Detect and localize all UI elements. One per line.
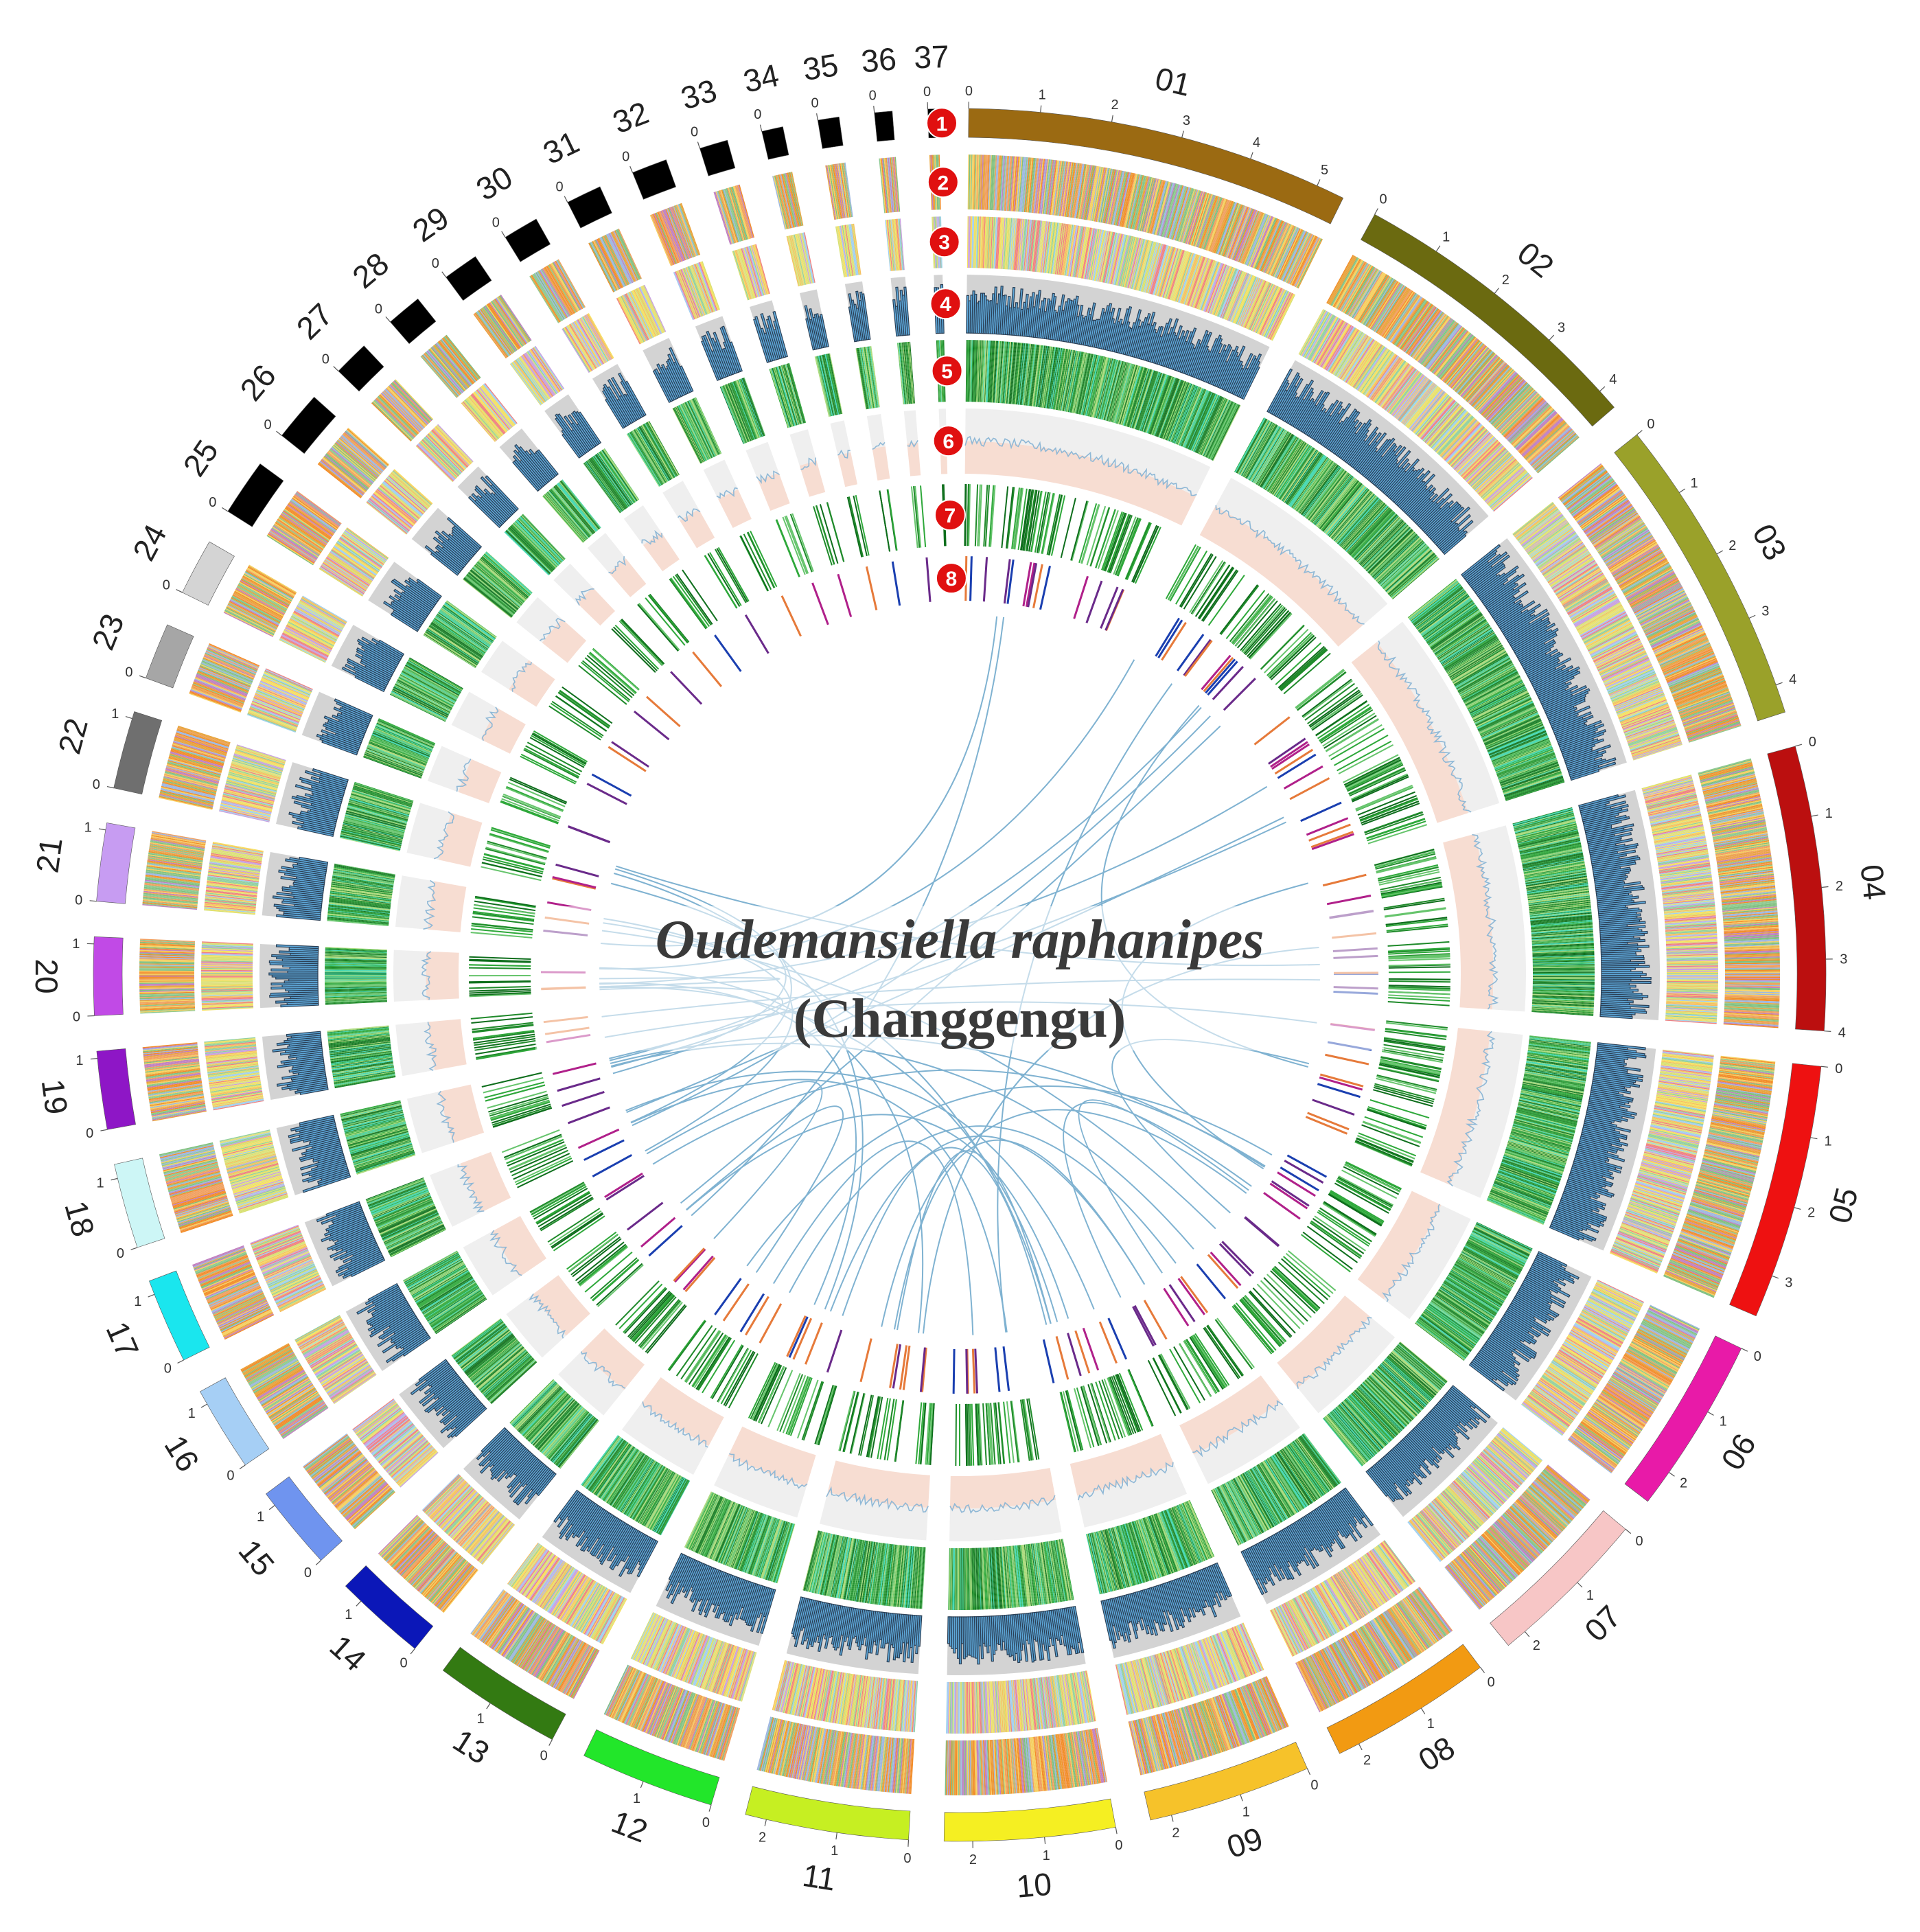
synteny-link — [611, 1044, 1194, 1250]
feature-tick — [1190, 560, 1223, 612]
stripe — [1725, 975, 1780, 976]
feature-tick — [984, 557, 986, 601]
feature-tick — [1231, 595, 1271, 643]
feature-tick — [1202, 570, 1237, 621]
feature-tick — [1386, 918, 1447, 925]
feature-tick — [1388, 1002, 1450, 1006]
feature-tick — [1389, 981, 1450, 982]
feature-tick — [1204, 658, 1233, 691]
feature-tick — [1280, 648, 1326, 689]
synteny-link — [747, 1086, 1272, 1266]
feature-tick — [1185, 641, 1212, 676]
feature-tick — [1221, 586, 1259, 634]
track-7-features — [1374, 849, 1450, 1006]
feature-tick — [1388, 942, 1450, 946]
stripe — [1725, 976, 1780, 977]
feature-tick — [1339, 745, 1393, 774]
feature-tick — [1041, 566, 1050, 609]
feature-tick — [1383, 899, 1444, 908]
feature-tick — [1301, 803, 1341, 821]
feature-tick — [1135, 527, 1161, 584]
feature-tick — [971, 556, 972, 601]
stripe — [1667, 976, 1718, 978]
feature-tick — [1327, 895, 1371, 904]
stripe — [1667, 975, 1718, 976]
feature-tick — [1205, 659, 1235, 693]
feature-tick — [1199, 567, 1233, 619]
feature-tick — [1384, 900, 1445, 910]
feature-tick — [1270, 636, 1315, 678]
synteny-link — [686, 1114, 1068, 1318]
gene-bin — [1533, 974, 1595, 975]
synteny-link — [1063, 1103, 1251, 1298]
feature-tick — [1389, 972, 1450, 973]
feature-tick — [1334, 735, 1388, 766]
feature-tick — [1170, 547, 1201, 601]
stripe — [1667, 973, 1718, 974]
feature-tick — [1158, 620, 1182, 658]
feature-tick — [1323, 875, 1366, 886]
feature-tick — [1389, 992, 1450, 995]
feature-tick — [975, 484, 978, 546]
feature-tick — [1389, 979, 1450, 980]
feature-tick — [1037, 492, 1048, 553]
feature-tick — [1245, 608, 1286, 654]
feature-tick — [1311, 832, 1353, 847]
feature-tick — [1254, 717, 1289, 744]
feature-tick — [1385, 908, 1446, 916]
stripe — [1725, 974, 1780, 975]
stripe — [1725, 977, 1780, 978]
track-8-features — [966, 556, 1124, 630]
feature-tick — [1306, 818, 1348, 835]
feature-tick — [1376, 858, 1436, 873]
synteny-link — [686, 1106, 843, 1272]
track-6-line-plot — [1443, 825, 1526, 1011]
feature-tick — [1087, 581, 1102, 623]
stripe — [1725, 973, 1780, 974]
feature-tick — [1348, 765, 1403, 792]
gene-bin — [1533, 975, 1595, 976]
feature-tick — [1374, 849, 1434, 865]
feature-tick — [1311, 693, 1362, 729]
feature-tick — [1209, 575, 1245, 625]
synteny-link — [601, 617, 997, 946]
feature-tick — [1074, 576, 1088, 619]
feature-tick — [1385, 908, 1446, 917]
